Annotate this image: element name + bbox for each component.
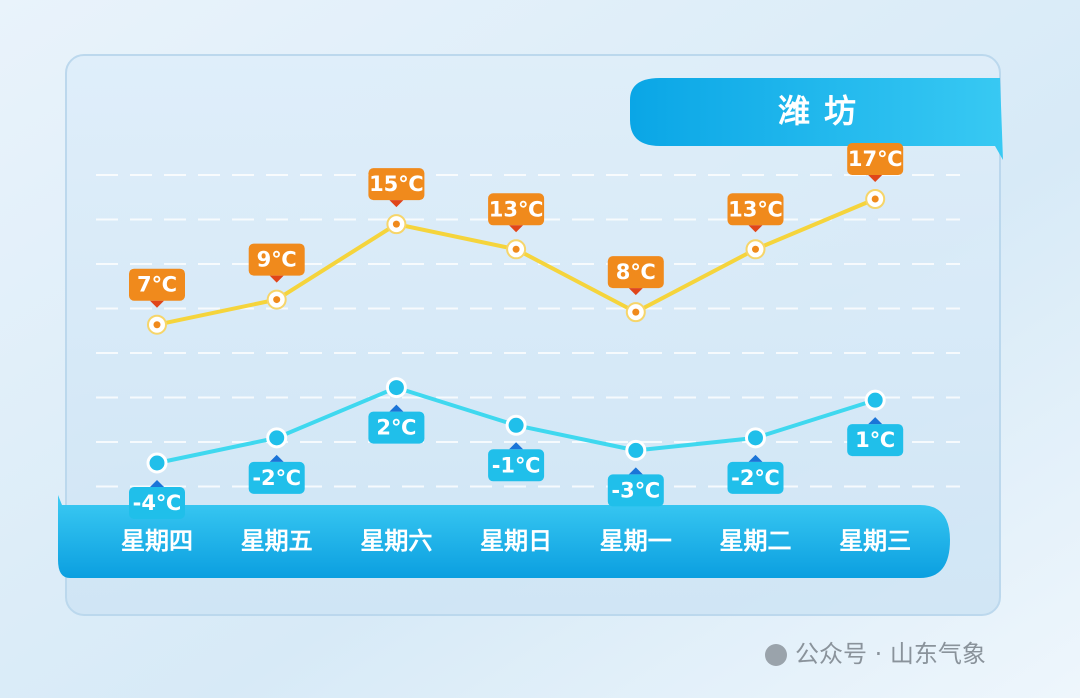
x-tick-label: 星期五	[241, 527, 313, 555]
value-label-box	[488, 193, 545, 226]
value-label-pointer	[389, 200, 404, 208]
marker-dot	[392, 220, 400, 228]
value-label-pointer	[509, 225, 524, 233]
value-label: -1℃	[492, 453, 541, 477]
value-label-box	[368, 168, 425, 201]
marker-dot	[632, 308, 640, 316]
value-label-box	[607, 256, 664, 289]
value-label: -2℃	[252, 466, 301, 490]
value-label-pointer	[509, 442, 524, 450]
value-label-pointer	[269, 454, 284, 462]
value-label-box	[488, 449, 545, 482]
value-label-pointer	[150, 480, 164, 487]
value-label: -4℃	[133, 491, 182, 515]
value-label-box	[727, 461, 784, 494]
marker	[864, 389, 886, 411]
value-label-pointer	[389, 404, 404, 412]
title-pill	[630, 78, 1003, 160]
value-label: 8℃	[616, 260, 656, 284]
value-label-pointer	[748, 454, 763, 462]
value-label-box	[248, 243, 305, 276]
watermark-icon	[765, 644, 787, 666]
marker	[146, 452, 168, 474]
value-label-box	[368, 411, 425, 444]
value-label-box	[727, 193, 784, 226]
value-label-box	[607, 474, 664, 507]
marker-dot	[153, 321, 161, 329]
value-label-pointer	[150, 300, 164, 308]
value-label: -3℃	[611, 478, 660, 502]
value-label: -2℃	[731, 466, 780, 490]
value-label-pointer	[628, 288, 643, 296]
value-label-pointer	[868, 417, 883, 425]
x-tick-label: 星期一	[600, 527, 672, 555]
chart-title: 潍坊	[778, 92, 870, 130]
value-label: 17℃	[848, 147, 903, 171]
watermark: 公众号 · 山东气象	[795, 640, 986, 668]
marker-dot	[512, 245, 520, 253]
marker	[625, 439, 647, 461]
marker-dot	[273, 296, 281, 304]
marker	[385, 377, 407, 399]
value-label-box	[847, 424, 904, 457]
x-tick-label: 星期六	[360, 527, 432, 555]
value-label: 7℃	[137, 273, 177, 297]
value-label-pointer	[269, 275, 284, 283]
x-tick-label: 星期四	[121, 527, 193, 555]
marker	[745, 427, 766, 449]
value-label: 15℃	[369, 172, 424, 196]
category-bar	[58, 495, 950, 578]
x-tick-label: 星期三	[839, 527, 911, 555]
marker-dot	[871, 195, 879, 203]
value-label: 2℃	[376, 416, 416, 440]
value-label: 13℃	[489, 197, 544, 221]
x-tick-label: 星期二	[720, 527, 792, 555]
value-label-box	[129, 487, 185, 519]
value-label: 1℃	[855, 428, 895, 452]
marker	[266, 427, 288, 449]
value-label-pointer	[628, 467, 643, 475]
value-label: 9℃	[257, 248, 297, 272]
value-label-pointer	[868, 175, 883, 182]
value-label-pointer	[748, 225, 763, 233]
value-label-box	[129, 268, 185, 301]
value-label: 13℃	[728, 197, 783, 221]
marker	[505, 414, 527, 436]
value-label-box	[847, 143, 904, 175]
x-tick-label: 星期日	[480, 527, 552, 555]
value-label-box	[248, 461, 305, 494]
marker-dot	[752, 245, 759, 253]
